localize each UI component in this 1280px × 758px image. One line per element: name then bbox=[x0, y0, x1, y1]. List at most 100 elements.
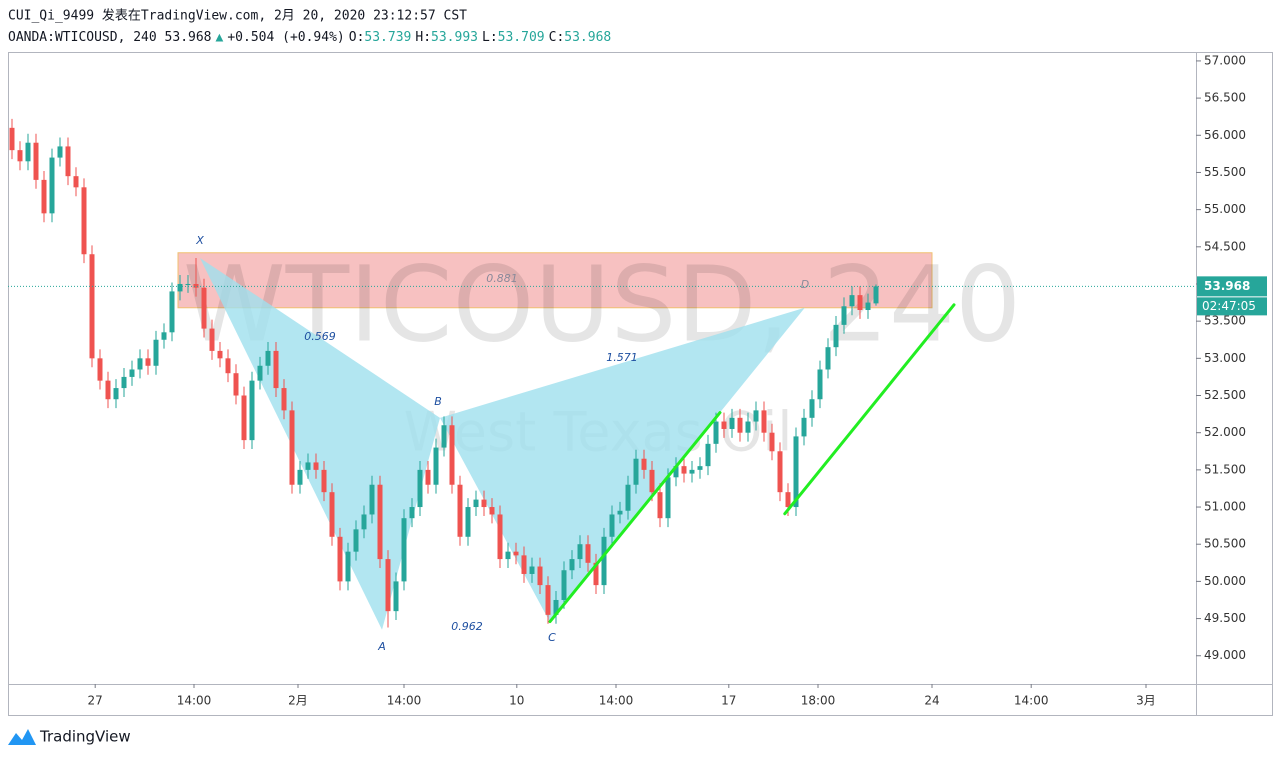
candle-body bbox=[153, 339, 159, 366]
candle-body bbox=[185, 283, 191, 285]
open-value: 53.739 bbox=[364, 30, 411, 45]
trendline bbox=[548, 411, 722, 624]
axis-layer: 49.000 49.500 50.000 50.500 51.000 51.500 52.0… bbox=[8, 53, 1267, 708]
candle-body bbox=[513, 551, 519, 556]
y-tick-label: 56.500 bbox=[1204, 91, 1246, 105]
y-tick-label: 57.000 bbox=[1204, 53, 1246, 67]
candle-layer bbox=[9, 118, 879, 628]
candle-body bbox=[281, 388, 287, 411]
candle-body bbox=[641, 458, 647, 470]
candle-body bbox=[81, 187, 87, 255]
candle-body bbox=[625, 484, 631, 511]
candle-body bbox=[721, 421, 727, 429]
candle-body bbox=[497, 514, 503, 560]
point-label: B bbox=[434, 395, 442, 408]
y-tick-label: 50.500 bbox=[1204, 537, 1246, 551]
candle-body bbox=[857, 295, 863, 311]
candle-body bbox=[305, 462, 311, 470]
candle-body bbox=[529, 566, 535, 574]
candle-body bbox=[89, 254, 95, 359]
countdown-box bbox=[1197, 297, 1267, 316]
candle-body bbox=[713, 421, 719, 444]
candle-body bbox=[777, 451, 783, 493]
candle-body bbox=[361, 514, 367, 530]
logo: TradingView bbox=[8, 728, 131, 746]
candle-body bbox=[289, 410, 295, 485]
candle-body bbox=[737, 417, 743, 433]
ohlc-readout: OANDA:WTICOUSD, 240 53.968 ▲ +0.504 (+0.94… bbox=[8, 30, 611, 45]
high-label: H: bbox=[415, 30, 431, 45]
candle-body bbox=[745, 421, 751, 433]
candle-body bbox=[873, 286, 879, 304]
candle-body bbox=[233, 373, 239, 396]
countdown-label: 02:47:05 bbox=[1202, 299, 1256, 313]
last-price-box bbox=[1197, 276, 1267, 297]
last-price-label: 53.968 bbox=[1204, 279, 1250, 293]
candle-body bbox=[481, 499, 487, 508]
candle-body bbox=[489, 507, 495, 515]
candle-body bbox=[97, 358, 103, 381]
point-label: X bbox=[195, 234, 204, 247]
x-tick-label: 14:00 bbox=[387, 694, 422, 708]
pattern-leg bbox=[440, 307, 805, 623]
x-tick-label: 2月 bbox=[288, 694, 308, 708]
x-tick-label: 14:00 bbox=[1014, 694, 1049, 708]
y-tick-label: 55.000 bbox=[1204, 202, 1246, 216]
x-tick-label: 27 bbox=[88, 694, 103, 708]
candle-body bbox=[9, 127, 15, 151]
candle-body bbox=[369, 484, 375, 515]
y-tick-label: 49.500 bbox=[1204, 611, 1246, 625]
point-label: D bbox=[801, 278, 809, 291]
candle-body bbox=[569, 559, 575, 571]
candle-body bbox=[417, 469, 423, 508]
candle-body bbox=[633, 458, 639, 485]
y-tick-label: 55.500 bbox=[1204, 165, 1246, 179]
candle-body bbox=[705, 443, 711, 467]
candle-body bbox=[561, 570, 567, 600]
candle-body bbox=[673, 466, 679, 478]
high-value: 53.993 bbox=[431, 30, 478, 45]
candle-body bbox=[425, 469, 431, 485]
candle-body bbox=[265, 350, 271, 366]
open-label: O: bbox=[349, 30, 365, 45]
candle-body bbox=[401, 518, 407, 582]
y-tick-label: 56.000 bbox=[1204, 128, 1246, 142]
close-value: 53.968 bbox=[564, 30, 611, 45]
candle-body bbox=[49, 157, 55, 214]
candle-body bbox=[697, 466, 703, 470]
ratio-label: 0.962 bbox=[451, 620, 483, 633]
candle-body bbox=[409, 507, 415, 519]
candle-body bbox=[617, 510, 623, 515]
x-tick-label: 18:00 bbox=[801, 694, 836, 708]
candle-body bbox=[841, 306, 847, 325]
candle-body bbox=[393, 581, 399, 612]
y-tick-label: 51.000 bbox=[1204, 500, 1246, 514]
candle-body bbox=[273, 350, 279, 389]
candle-body bbox=[129, 369, 135, 377]
candle-body bbox=[33, 142, 39, 180]
x-tick-label: 17 bbox=[721, 694, 736, 708]
candle-body bbox=[793, 436, 799, 508]
y-tick-label: 53.500 bbox=[1204, 314, 1246, 328]
candle-body bbox=[433, 447, 439, 485]
close-label: C: bbox=[549, 30, 565, 45]
x-tick-label: 14:00 bbox=[599, 694, 634, 708]
candle-body bbox=[833, 324, 839, 348]
candle-body bbox=[769, 432, 775, 452]
candle-body bbox=[849, 295, 855, 307]
ratio-label: 0.881 bbox=[486, 272, 518, 285]
candle-body bbox=[73, 176, 79, 188]
symbol: OANDA:WTICOUSD, 240 bbox=[8, 30, 157, 45]
change: +0.504 (+0.94%) bbox=[227, 30, 344, 45]
candle-body bbox=[537, 566, 543, 586]
candle-body bbox=[545, 585, 551, 615]
brand: TradingView bbox=[39, 728, 131, 746]
y-tick-label: 50.000 bbox=[1204, 574, 1246, 588]
candle-body bbox=[17, 150, 23, 162]
candle-body bbox=[161, 332, 167, 340]
y-tick-label: 49.000 bbox=[1204, 648, 1246, 662]
candle-body bbox=[249, 380, 255, 441]
candle-body bbox=[817, 369, 823, 400]
logo-icon bbox=[8, 729, 36, 745]
